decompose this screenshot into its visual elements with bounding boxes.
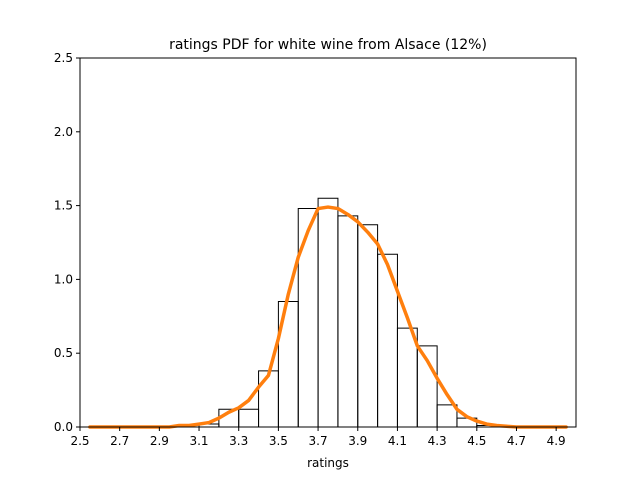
- histogram-bin: [258, 370, 279, 427]
- x-tick-label: 4.1: [388, 434, 407, 448]
- histogram-bin: [317, 197, 339, 427]
- x-tick-label: 4.9: [547, 434, 566, 448]
- histogram-bin: [416, 345, 438, 427]
- histogram-bin: [238, 408, 260, 427]
- x-tick-label: 4.5: [467, 434, 486, 448]
- histogram-bin: [297, 208, 319, 427]
- x-axis-label: ratings: [307, 456, 349, 470]
- y-tick-label: 1.5: [54, 199, 73, 213]
- x-tick-label: 4.7: [507, 434, 526, 448]
- x-tick-label: 3.7: [309, 434, 328, 448]
- pdf-line: [88, 205, 568, 429]
- x-tick-label: 3.9: [348, 434, 367, 448]
- histogram-bin: [396, 327, 418, 427]
- y-tick-label: 0.0: [54, 420, 73, 434]
- histogram: [179, 197, 517, 428]
- axes-frame: [79, 57, 577, 428]
- x-tick-label: 3.5: [269, 434, 288, 448]
- y-tick-label: 0.5: [54, 346, 73, 360]
- histogram-bin: [357, 224, 379, 427]
- x-tick-label: 3.1: [189, 434, 208, 448]
- plot-area: [88, 197, 568, 429]
- y-tick-label: 2.0: [54, 125, 73, 139]
- chart-title: ratings PDF for white wine from Alsace (…: [169, 37, 487, 53]
- x-tick-label: 4.3: [428, 434, 447, 448]
- x-tick-label: 2.9: [150, 434, 169, 448]
- histogram-bin: [436, 404, 458, 427]
- x-tick-label: 3.3: [229, 434, 248, 448]
- histogram-bin: [337, 215, 359, 427]
- y-axis: 0.0 0.5 1.0 1.5 2.0 2.5: [54, 51, 80, 434]
- x-axis: 2.5 2.7 2.9 3.1 3.3 3.5 3.7 3.9 4.1 4.3 4.5 4.7 4.9: [70, 427, 566, 448]
- x-tick-label: 2.7: [110, 434, 129, 448]
- y-tick-label: 2.5: [54, 51, 73, 65]
- y-tick-label: 1.0: [54, 272, 73, 286]
- x-tick-label: 2.5: [70, 434, 89, 448]
